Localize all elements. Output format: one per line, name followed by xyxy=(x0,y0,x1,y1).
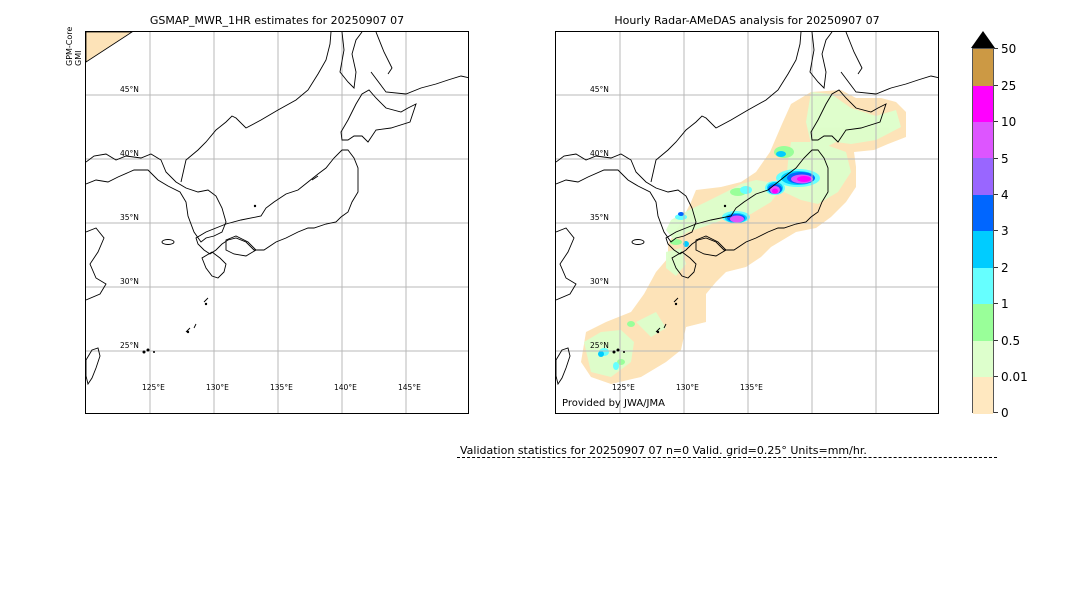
sensor-label-line2: GMI xyxy=(74,50,83,66)
coastlines xyxy=(86,32,468,386)
colorbar-tick xyxy=(994,85,998,86)
validation-statistics: Validation statistics for 20250907 07 n=… xyxy=(460,444,867,457)
colorbar xyxy=(972,48,994,414)
left-map-canvas xyxy=(86,32,468,413)
colorbar-segment-0.01-0.5 xyxy=(973,341,993,377)
colorbar-label-0: 0 xyxy=(1001,406,1009,420)
lon-label-125: 125°E xyxy=(142,383,165,392)
colorbar-tick xyxy=(994,121,998,122)
colorbar-tick xyxy=(994,303,998,304)
colorbar-segment-10-25 xyxy=(973,86,993,122)
sensor-label-line1: GPM-Core xyxy=(65,26,74,66)
coastlines xyxy=(556,32,938,386)
right-map: 45°N 40°N 35°N 30°N 25°N 125°E 130°E 135… xyxy=(555,31,939,414)
lat-label-45: 45°N xyxy=(590,85,609,94)
left-map: 45°N 40°N 35°N 30°N 25°N 125°E 130°E 135… xyxy=(85,31,469,414)
colorbar-label-3: 3 xyxy=(1001,224,1009,238)
colorbar-label-50: 50 xyxy=(1001,42,1017,56)
data-credit: Provided by JWA/JMA xyxy=(562,398,665,409)
colorbar-segment-4-5 xyxy=(973,158,993,195)
lat-label-35: 35°N xyxy=(120,213,139,222)
colorbar-tick xyxy=(994,267,998,268)
colorbar-tick xyxy=(994,48,998,49)
lat-label-30: 30°N xyxy=(590,277,609,286)
colorbar-label-10: 10 xyxy=(1001,115,1017,129)
lon-label-130: 130°E xyxy=(206,383,229,392)
left-panel-title: GSMAP_MWR_1HR estimates for 20250907 07 xyxy=(149,14,405,27)
colorbar-label-5: 5 xyxy=(1001,152,1009,166)
colorbar-segment-0.5-1 xyxy=(973,304,993,341)
colorbar-label-25: 25 xyxy=(1001,79,1017,93)
lat-label-30: 30°N xyxy=(120,277,139,286)
lon-label-130: 130°E xyxy=(676,383,699,392)
colorbar-segment-1-2 xyxy=(973,268,993,304)
lat-label-40: 40°N xyxy=(120,149,139,158)
lat-label-25: 25°N xyxy=(590,341,609,350)
colorbar-tick xyxy=(994,230,998,231)
colorbar-tick xyxy=(994,194,998,195)
lat-label-45: 45°N xyxy=(120,85,139,94)
colorbar-tick xyxy=(994,158,998,159)
lat-label-25: 25°N xyxy=(120,341,139,350)
colorbar-segment-2-3 xyxy=(973,231,993,268)
colorbar-label-0.01: 0.01 xyxy=(1001,370,1028,384)
lon-label-140: 140°E xyxy=(334,383,357,392)
colorbar-label-0.5: 0.5 xyxy=(1001,334,1021,348)
lat-label-35: 35°N xyxy=(590,213,609,222)
colorbar-label-4: 4 xyxy=(1001,188,1009,202)
colorbar-segment-0-0.01 xyxy=(973,377,993,414)
lon-label-135: 135°E xyxy=(740,383,763,392)
colorbar-tick xyxy=(994,340,998,341)
colorbar-tick xyxy=(994,412,998,413)
lon-label-135: 135°E xyxy=(270,383,293,392)
right-map-canvas xyxy=(556,32,938,413)
validation-divider xyxy=(457,457,997,458)
sensor-label: GPM-Core GMI xyxy=(65,27,83,66)
lon-label-145: 145°E xyxy=(398,383,421,392)
colorbar-tick xyxy=(994,376,998,377)
colorbar-segment-25-50 xyxy=(973,49,993,86)
right-panel-title: Hourly Radar-AMeDAS analysis for 2025090… xyxy=(614,14,880,27)
colorbar-label-1: 1 xyxy=(1001,297,1009,311)
colorbar-label-2: 2 xyxy=(1001,261,1009,275)
lat-label-40: 40°N xyxy=(590,149,609,158)
lon-label-125: 125°E xyxy=(612,383,635,392)
colorbar-segment-5-10 xyxy=(973,122,993,158)
colorbar-extend-arrow xyxy=(971,31,995,48)
colorbar-segment-3-4 xyxy=(973,195,993,231)
